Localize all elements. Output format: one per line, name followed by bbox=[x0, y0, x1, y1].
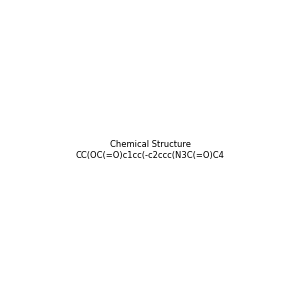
Text: Chemical Structure
CC(OC(=O)c1cc(-c2ccc(N3C(=O)C4: Chemical Structure CC(OC(=O)c1cc(-c2ccc(… bbox=[76, 140, 224, 160]
